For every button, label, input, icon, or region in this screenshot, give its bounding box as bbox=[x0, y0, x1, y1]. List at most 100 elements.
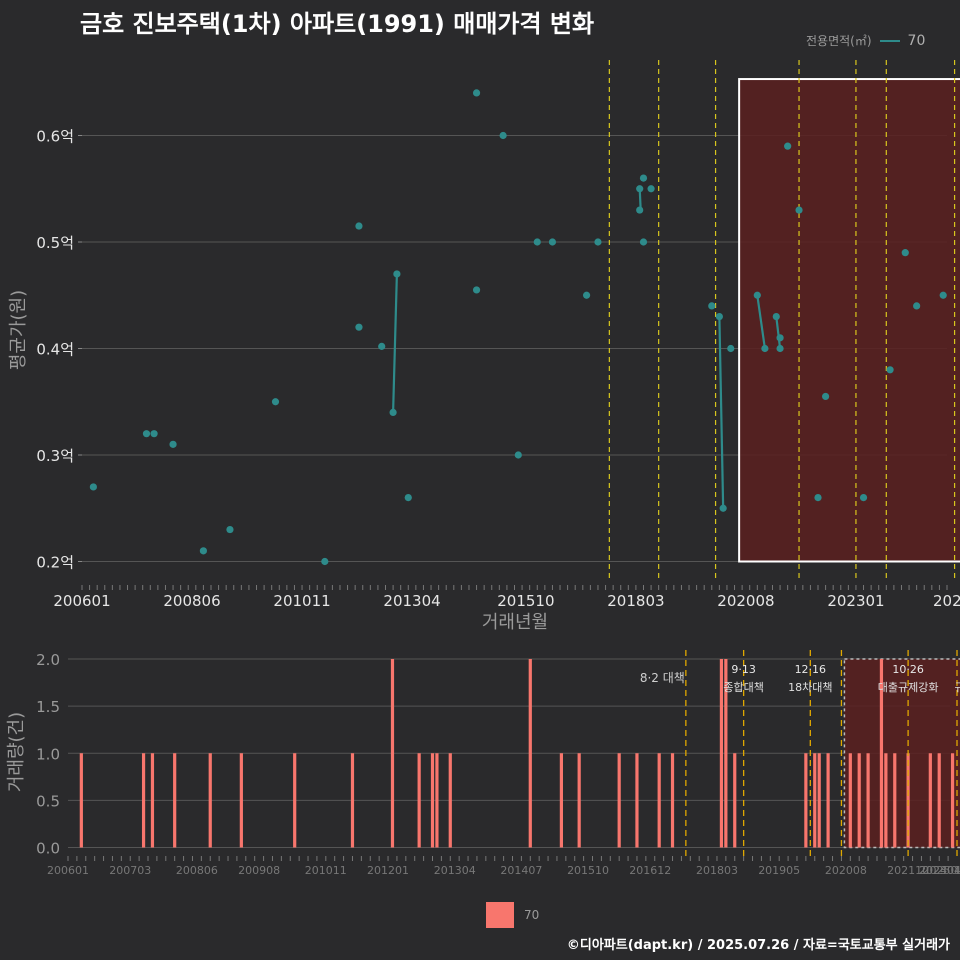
volume-bar bbox=[79, 753, 83, 848]
volume-bar bbox=[817, 753, 821, 848]
x-tick-label: 201011 bbox=[273, 592, 330, 610]
volume-bar bbox=[670, 753, 675, 848]
legend-line-swatch bbox=[879, 39, 900, 42]
volume-bar bbox=[448, 753, 452, 848]
volume-bar bbox=[724, 659, 728, 848]
volume-bar bbox=[804, 753, 808, 848]
policy-annotation-date: 12·16 bbox=[795, 663, 827, 676]
legend-top: 전용면적(㎡) 70 bbox=[806, 32, 925, 49]
x-tick-label: 200601 bbox=[47, 864, 89, 877]
volume-bar bbox=[173, 753, 177, 848]
data-point bbox=[226, 525, 234, 534]
data-point bbox=[150, 430, 158, 438]
data-point bbox=[499, 131, 507, 140]
legend-bar-swatch bbox=[486, 902, 514, 928]
policy-annotation-label: 종합대책 bbox=[723, 681, 763, 694]
policy-annotation: 8·2 대책 bbox=[640, 670, 685, 685]
x-tick-label: 201510 bbox=[497, 592, 554, 610]
y-tick-label: 0.5억 bbox=[36, 234, 74, 252]
data-point bbox=[594, 238, 602, 246]
y-tick-label: 0.6억 bbox=[36, 128, 74, 146]
x-tick-label: 202404 bbox=[919, 864, 960, 877]
highlight-region bbox=[738, 78, 960, 563]
data-point bbox=[639, 174, 648, 182]
policy-annotation-date: 10·26 bbox=[892, 663, 924, 676]
x-tick-label: 201803 bbox=[696, 864, 738, 877]
x-tick-label: 200806 bbox=[176, 864, 218, 877]
data-point bbox=[784, 142, 792, 150]
volume-bar bbox=[435, 753, 439, 848]
legend-bottom: 70 bbox=[486, 902, 539, 928]
data-point bbox=[548, 238, 557, 246]
data-point bbox=[913, 302, 921, 310]
volume-bar bbox=[417, 753, 421, 848]
x-tick-label: 202301 bbox=[827, 592, 884, 610]
x-tick-label: 200806 bbox=[163, 592, 220, 610]
y-tick-label: 1.0 bbox=[36, 745, 60, 763]
data-point bbox=[355, 222, 363, 230]
volume-bar bbox=[893, 753, 897, 848]
series-line bbox=[718, 316, 725, 509]
data-point bbox=[647, 185, 655, 193]
volume-bar bbox=[635, 753, 639, 848]
data-point bbox=[472, 286, 481, 294]
data-point bbox=[776, 344, 784, 353]
x-tick-label: 202301 bbox=[919, 864, 960, 877]
data-point bbox=[886, 366, 894, 374]
legend-label: 70 bbox=[907, 32, 926, 49]
volume-bar bbox=[879, 659, 884, 848]
data-point bbox=[582, 291, 591, 299]
data-point bbox=[355, 323, 363, 331]
data-point bbox=[321, 557, 329, 566]
x-tick-label: 201011 bbox=[305, 864, 347, 877]
x-tick-label: 202110 bbox=[887, 864, 929, 877]
volume-bar bbox=[857, 753, 861, 848]
data-point bbox=[639, 238, 648, 246]
volume-bar bbox=[577, 753, 581, 848]
volume-bar bbox=[559, 753, 563, 848]
data-point bbox=[404, 494, 412, 502]
series-line bbox=[756, 295, 766, 349]
y-axis-title: 평균가(원) bbox=[8, 290, 29, 370]
volume-bar bbox=[848, 753, 852, 848]
x-tick-label: 2025 bbox=[933, 592, 960, 610]
policy-annotation-date: 9·13 bbox=[731, 663, 756, 676]
legend-title: 전용면적(㎡) bbox=[806, 34, 872, 48]
data-point bbox=[389, 408, 397, 416]
data-point bbox=[859, 494, 868, 502]
volume-bar bbox=[719, 659, 724, 848]
data-point bbox=[393, 270, 401, 278]
x-tick-label: 201612 bbox=[629, 864, 671, 877]
legend-bottom-label: 70 bbox=[524, 908, 540, 922]
volume-bar bbox=[239, 753, 243, 848]
data-point bbox=[89, 483, 97, 491]
data-point bbox=[761, 344, 769, 353]
series-line bbox=[775, 316, 782, 349]
data-point bbox=[514, 451, 522, 459]
data-point bbox=[169, 440, 177, 448]
volume-bar bbox=[657, 753, 661, 848]
x-tick-label: 201407 bbox=[500, 864, 542, 877]
data-point bbox=[719, 504, 727, 512]
data-point bbox=[472, 89, 481, 97]
volume-bar bbox=[884, 753, 888, 848]
volume-bar bbox=[528, 659, 532, 848]
volume-bar bbox=[150, 753, 155, 848]
volume-bar bbox=[390, 659, 395, 848]
volume-bar bbox=[950, 753, 955, 848]
data-point bbox=[776, 334, 784, 342]
y-tick-label: 1.5 bbox=[36, 698, 60, 716]
y-tick-label: 0.4억 bbox=[36, 341, 74, 359]
x-tick-label: 202008 bbox=[717, 592, 774, 610]
x-tick-label: 200908 bbox=[238, 864, 280, 877]
data-point bbox=[821, 392, 830, 401]
x-tick-label: 200601 bbox=[53, 592, 110, 610]
x-tick-label: 201304 bbox=[383, 592, 440, 610]
volume-bar bbox=[928, 753, 932, 848]
data-point bbox=[727, 344, 735, 353]
data-point bbox=[708, 302, 716, 310]
volume-bar bbox=[813, 753, 817, 848]
y-axis-title: 거래량(건) bbox=[6, 712, 27, 792]
data-point bbox=[939, 291, 947, 299]
data-point bbox=[271, 398, 280, 406]
